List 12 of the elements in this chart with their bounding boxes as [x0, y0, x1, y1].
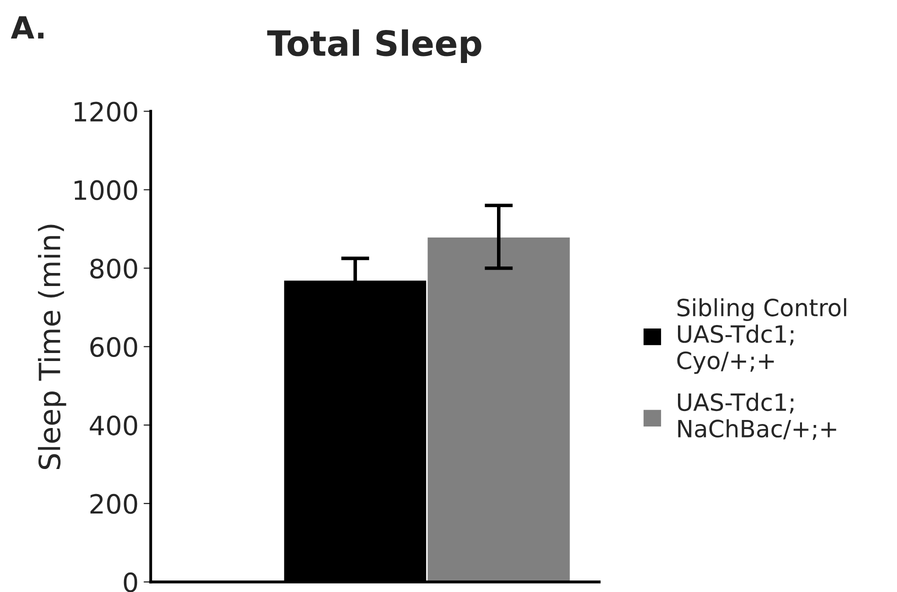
- y-tick-label: 400: [90, 415, 138, 436]
- y-tick-label: 1200: [74, 102, 138, 122]
- y-tick-label: 1000: [74, 180, 138, 200]
- chart-title: Total Sleep: [267, 29, 482, 63]
- y-tick-label: 600: [90, 337, 138, 358]
- legend-label: UAS-Tdc1; NaChBac/+;+: [678, 392, 836, 440]
- legend-label: Sibling Control UAS-Tdc1; Cyo/+;+: [677, 298, 846, 374]
- y-tick-label: 800: [90, 258, 138, 279]
- y-axis-title: Sleep Time (min): [38, 224, 66, 470]
- y-tick-label: 200: [90, 494, 138, 514]
- text: A.: [10, 16, 44, 38]
- y-tick-label: 0: [124, 572, 138, 592]
